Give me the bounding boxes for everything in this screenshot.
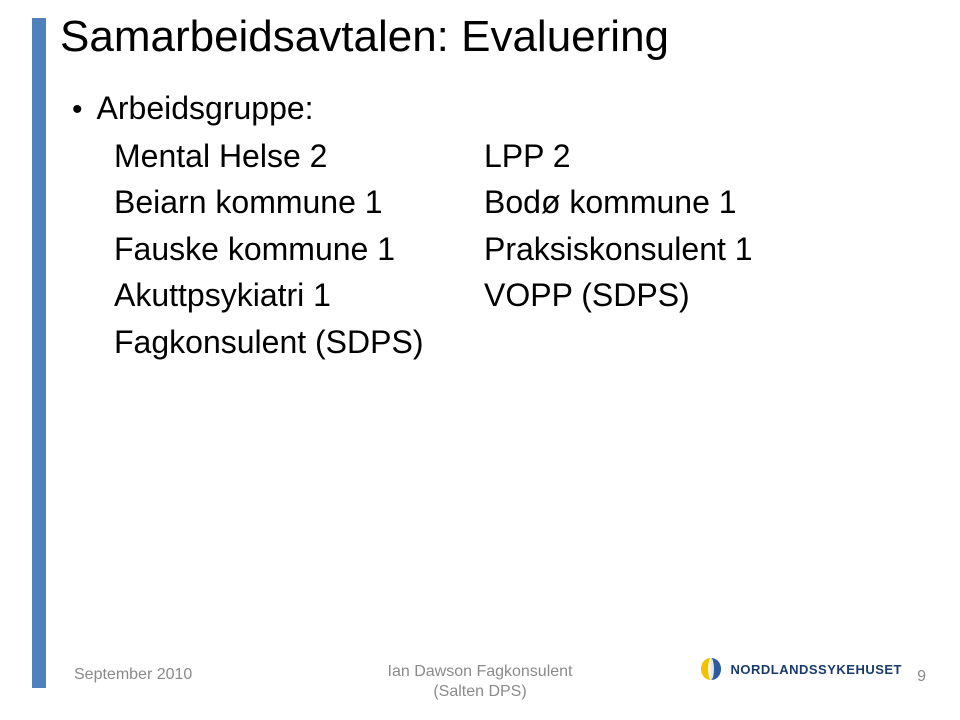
column-left: Mental Helse 2 Beiarn kommune 1 Fauske k… (114, 133, 484, 365)
list-item: Akuttpsykiatri 1 (114, 272, 484, 318)
footer-line1: Ian Dawson Fagkonsulent (0, 662, 960, 682)
page-number: 9 (917, 668, 926, 686)
content-area: • Arbeidsgruppe: Mental Helse 2 Beiarn k… (72, 90, 892, 365)
bullet-marker: • (72, 95, 83, 125)
footer-author: Ian Dawson Fagkonsulent (Salten DPS) (0, 662, 960, 702)
slide: Samarbeidsavtalen: Evaluering • Arbeidsg… (0, 0, 960, 720)
bullet-item: • Arbeidsgruppe: (72, 90, 892, 127)
two-column-list: Mental Helse 2 Beiarn kommune 1 Fauske k… (114, 133, 892, 365)
list-item: VOPP (SDPS) (484, 272, 854, 318)
footer-line2: (Salten DPS) (0, 682, 960, 702)
bullet-label: Arbeidsgruppe: (97, 90, 314, 127)
accent-bar (32, 18, 46, 688)
list-item: Bodø kommune 1 (484, 179, 854, 225)
list-item: Fagkonsulent (SDPS) (114, 319, 484, 365)
list-item: Mental Helse 2 (114, 133, 484, 179)
list-item: Fauske kommune 1 (114, 226, 484, 272)
list-item: Praksiskonsulent 1 (484, 226, 854, 272)
list-item: Beiarn kommune 1 (114, 179, 484, 225)
list-item: LPP 2 (484, 133, 854, 179)
slide-title: Samarbeidsavtalen: Evaluering (60, 12, 669, 62)
column-right: LPP 2 Bodø kommune 1 Praksiskonsulent 1 … (484, 133, 854, 365)
